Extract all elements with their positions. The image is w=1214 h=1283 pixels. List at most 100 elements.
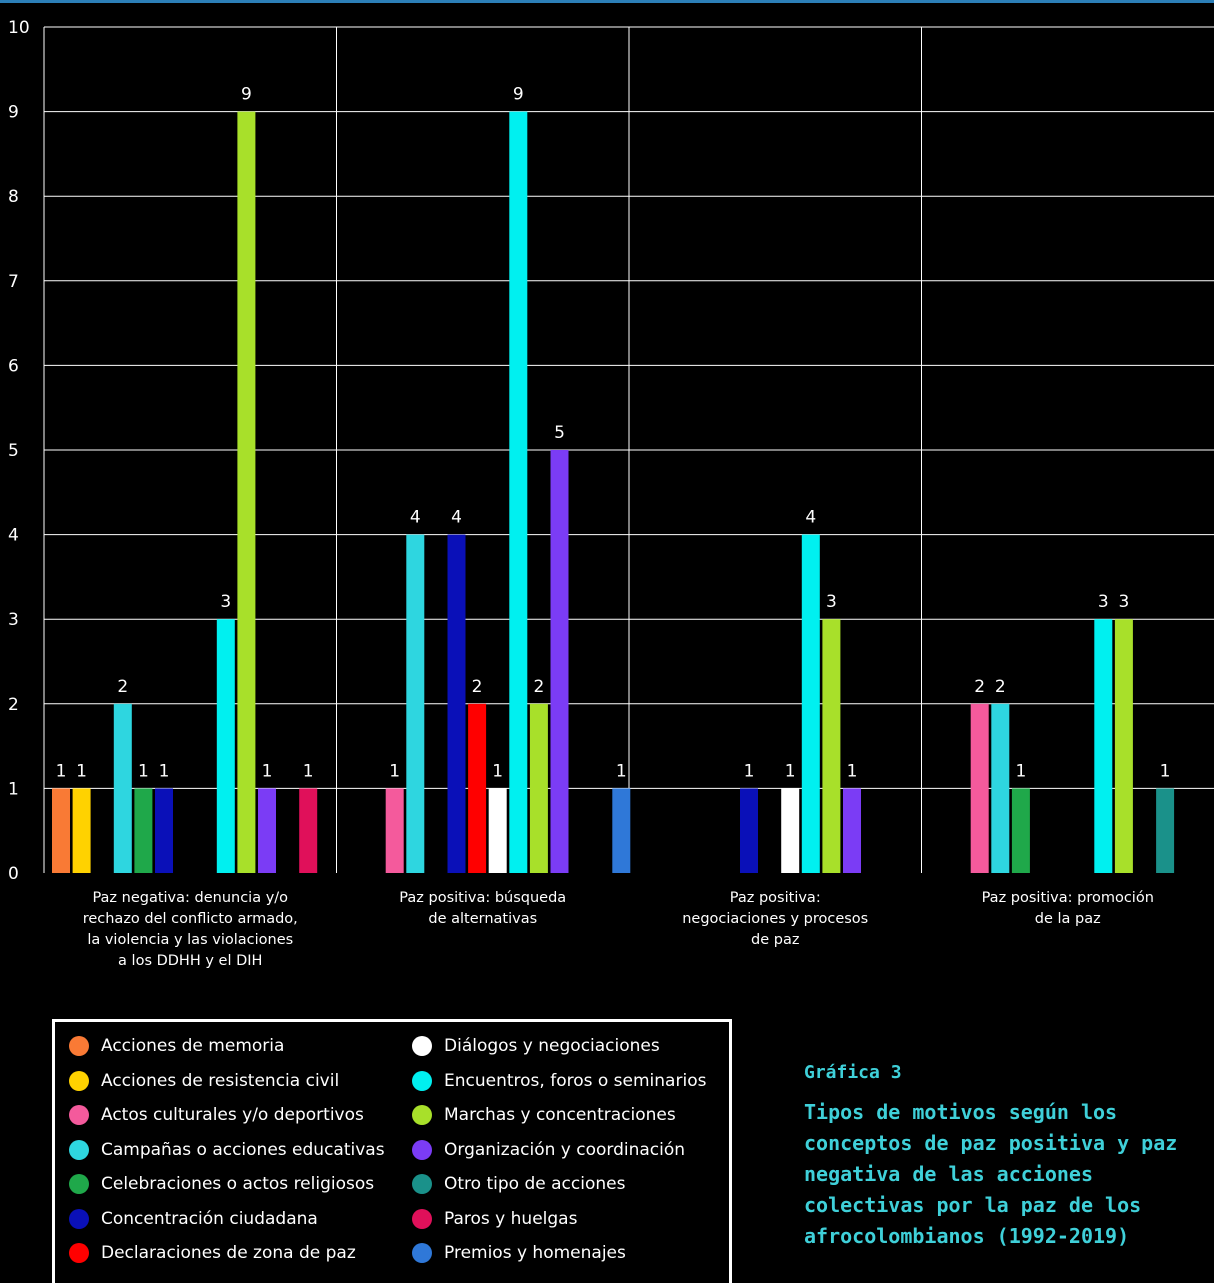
y-tick-label: 9 bbox=[8, 103, 19, 123]
legend-item: Premios y homenajes bbox=[412, 1243, 626, 1263]
legend-item: Marchas y concentraciones bbox=[412, 1105, 676, 1125]
legend-label: Acciones de memoria bbox=[101, 1036, 285, 1056]
data-label: 1 bbox=[616, 761, 627, 781]
bars-layer bbox=[52, 111, 1175, 874]
bar bbox=[299, 788, 318, 873]
data-label: 4 bbox=[410, 508, 421, 528]
legend-item: Declaraciones de zona de paz bbox=[69, 1243, 356, 1263]
legend-label: Marchas y concentraciones bbox=[444, 1105, 676, 1125]
bar bbox=[991, 703, 1010, 873]
legend-item: Concentración ciudadana bbox=[69, 1208, 318, 1229]
bar bbox=[216, 619, 235, 873]
y-tick-label: 0 bbox=[8, 864, 19, 884]
bar bbox=[529, 703, 548, 873]
legend-swatch bbox=[412, 1139, 432, 1160]
bar bbox=[1156, 788, 1175, 873]
data-label: 9 bbox=[241, 85, 252, 105]
legend-item: Paros y huelgas bbox=[412, 1208, 578, 1229]
bar bbox=[385, 788, 404, 873]
legend-label: Encuentros, foros o seminarios bbox=[444, 1070, 707, 1091]
bar bbox=[843, 788, 861, 873]
chart-caption: Gráfica 3 Tipos de motivos según los con… bbox=[804, 1062, 1204, 1252]
data-label: 3 bbox=[826, 592, 837, 612]
legend-swatch bbox=[412, 1070, 432, 1091]
legend-swatch bbox=[69, 1243, 89, 1263]
bar bbox=[258, 788, 276, 873]
caption-label: Gráfica 3 bbox=[804, 1062, 902, 1083]
bar bbox=[740, 788, 758, 873]
legend-swatch bbox=[69, 1208, 89, 1229]
data-label: 3 bbox=[1118, 592, 1129, 612]
y-tick-label: 10 bbox=[8, 18, 30, 38]
legend-swatch bbox=[69, 1174, 89, 1194]
legend-swatch bbox=[412, 1208, 432, 1229]
data-label: 1 bbox=[1015, 761, 1026, 781]
data-label: 5 bbox=[554, 423, 565, 443]
legend-label: Otro tipo de acciones bbox=[444, 1174, 626, 1194]
legend-item: Campañas o acciones educativas bbox=[69, 1139, 385, 1160]
data-label: 4 bbox=[805, 508, 816, 528]
data-label: 1 bbox=[138, 761, 149, 781]
legend-label: Premios y homenajes bbox=[444, 1243, 626, 1263]
legend-label: Declaraciones de zona de paz bbox=[101, 1243, 356, 1263]
data-label: 9 bbox=[513, 85, 524, 105]
legend-swatch bbox=[412, 1174, 432, 1194]
y-tick-label: 2 bbox=[8, 695, 19, 715]
legend-label: Acciones de resistencia civil bbox=[101, 1070, 340, 1091]
legend-swatch bbox=[69, 1036, 89, 1056]
y-tick-label: 4 bbox=[8, 526, 19, 546]
bar bbox=[468, 703, 487, 873]
bar bbox=[801, 534, 820, 873]
legend-item: Acciones de memoria bbox=[69, 1036, 284, 1056]
data-label: 1 bbox=[389, 761, 400, 781]
legend: Acciones de memoria Acciones de resistenc… bbox=[52, 1019, 732, 1283]
legend-item: Encuentros, foros o seminarios bbox=[412, 1070, 707, 1091]
legend-label: Organización y coordinación bbox=[444, 1139, 686, 1160]
y-tick-label: 1 bbox=[8, 779, 19, 799]
data-label: 1 bbox=[785, 761, 796, 781]
legend-item: Celebraciones o actos religiosos bbox=[69, 1174, 374, 1194]
legend-swatch bbox=[69, 1105, 89, 1125]
bar bbox=[1011, 788, 1030, 873]
legend-label: Campañas o acciones educativas bbox=[101, 1139, 385, 1160]
data-label: 1 bbox=[303, 761, 314, 781]
legend-swatch bbox=[412, 1036, 432, 1056]
top-border bbox=[0, 0, 1214, 3]
legend-label: Paros y huelgas bbox=[444, 1208, 578, 1229]
data-label: 1 bbox=[1160, 761, 1171, 781]
data-label: 2 bbox=[117, 677, 128, 697]
data-label: 2 bbox=[533, 677, 544, 697]
category-label: Paz positiva: promoción de la paz bbox=[982, 890, 1154, 927]
bar bbox=[72, 788, 91, 873]
legend-label: Diálogos y negociaciones bbox=[444, 1036, 660, 1056]
bar bbox=[113, 703, 132, 873]
bar bbox=[1114, 619, 1133, 873]
data-label: 3 bbox=[1098, 592, 1109, 612]
category-label: Paz positiva: negociaciones y procesos de … bbox=[682, 890, 868, 948]
bar bbox=[822, 619, 841, 873]
bar bbox=[52, 788, 70, 873]
bar bbox=[970, 703, 989, 873]
data-label: 1 bbox=[76, 761, 87, 781]
data-label: 1 bbox=[56, 761, 67, 781]
legend-label: Actos culturales y/o deportivos bbox=[101, 1105, 364, 1125]
data-label: 2 bbox=[995, 677, 1006, 697]
y-tick-label: 3 bbox=[8, 610, 19, 630]
chart-title: Tipos de motivos según los conceptos de … bbox=[804, 1100, 1178, 1248]
y-tick-label: 8 bbox=[8, 187, 19, 207]
data-label: 1 bbox=[847, 761, 858, 781]
bar bbox=[406, 534, 425, 873]
bar bbox=[447, 534, 466, 873]
data-label: 3 bbox=[220, 592, 231, 612]
legend-swatch bbox=[412, 1243, 432, 1263]
legend-swatch bbox=[412, 1105, 432, 1125]
legend-swatch bbox=[69, 1139, 89, 1160]
y-tick-label: 7 bbox=[8, 272, 19, 292]
bar bbox=[612, 788, 631, 873]
bar bbox=[550, 450, 569, 873]
y-tick-label: 5 bbox=[8, 441, 19, 461]
legend-item: Acciones de resistencia civil bbox=[69, 1070, 340, 1091]
data-label: 2 bbox=[472, 677, 483, 697]
